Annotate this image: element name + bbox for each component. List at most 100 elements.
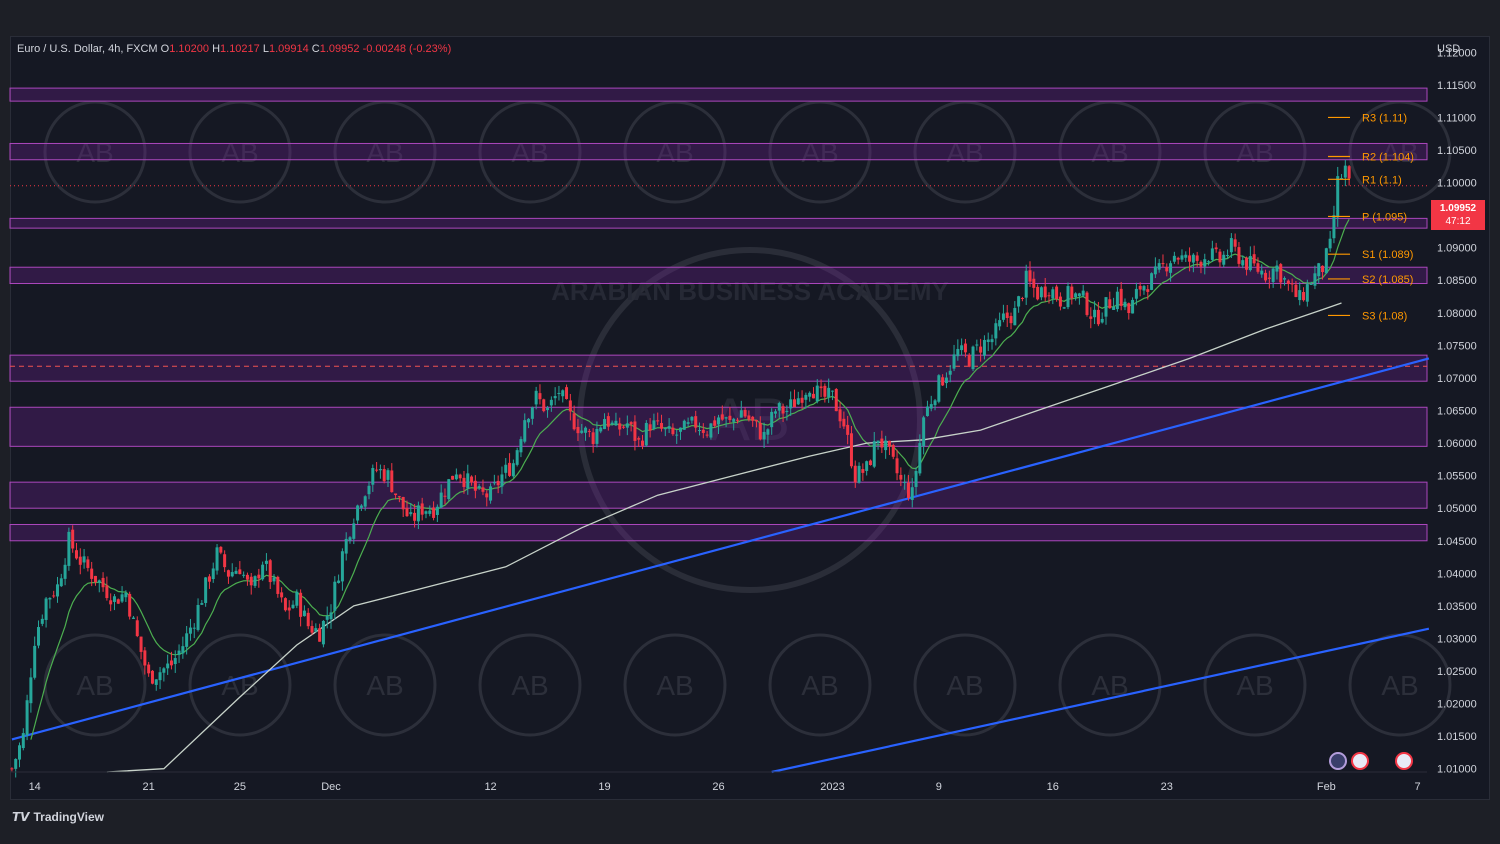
candle-body bbox=[1313, 273, 1317, 286]
resistance-zone bbox=[9, 481, 1428, 509]
candle-body bbox=[458, 474, 462, 479]
candle-body bbox=[754, 420, 758, 422]
candle-body bbox=[952, 354, 956, 369]
candle-body bbox=[215, 547, 219, 571]
candle-body bbox=[1283, 278, 1287, 280]
candle-body bbox=[55, 584, 59, 597]
candle-body bbox=[698, 430, 702, 432]
watermark-seal bbox=[188, 633, 292, 737]
event-flag-us-icon-2[interactable] bbox=[1395, 752, 1413, 770]
price-axis[interactable]: 1.120001.115001.110001.105001.100001.095… bbox=[1437, 47, 1477, 775]
low-value: 1.09914 bbox=[268, 43, 309, 55]
candle-body bbox=[876, 440, 880, 444]
candle-body bbox=[67, 531, 71, 566]
candle-body bbox=[1161, 263, 1165, 265]
candle-body bbox=[337, 580, 341, 583]
bar-countdown: 47:12 bbox=[1445, 216, 1471, 227]
price-tick-label: 1.07500 bbox=[1437, 340, 1477, 352]
candle-body bbox=[59, 578, 63, 587]
candle-body bbox=[587, 430, 591, 432]
candle-body bbox=[375, 469, 379, 471]
candles bbox=[10, 159, 1351, 778]
event-globe-icon[interactable] bbox=[1329, 752, 1347, 770]
candle-body bbox=[489, 486, 493, 501]
time-tick-label: 19 bbox=[598, 781, 610, 793]
watermark-seal-mark: AB bbox=[1381, 137, 1418, 168]
candle-body bbox=[819, 386, 823, 389]
candle-body bbox=[1229, 238, 1233, 253]
watermark-seal-mark: AB bbox=[946, 137, 983, 168]
candle-body bbox=[131, 617, 135, 619]
candle-body bbox=[747, 415, 751, 420]
candle-body bbox=[1226, 255, 1230, 257]
candle-body bbox=[139, 636, 143, 652]
candle-body bbox=[827, 387, 831, 398]
candle-body bbox=[880, 438, 884, 448]
tv-logo-icon: 𝙏𝙑 bbox=[12, 810, 30, 824]
candle-body bbox=[150, 670, 154, 684]
trendline-upper bbox=[11, 357, 1430, 741]
candle-body bbox=[933, 400, 937, 406]
watermark-seal bbox=[623, 633, 727, 737]
candle-body bbox=[185, 633, 189, 647]
candle-body bbox=[120, 594, 124, 602]
candle-body bbox=[264, 560, 268, 564]
candle-body bbox=[910, 487, 914, 500]
candle-body bbox=[29, 677, 33, 704]
trendlines[interactable] bbox=[11, 357, 1430, 774]
candle-body bbox=[154, 679, 158, 685]
candle-body bbox=[1214, 247, 1218, 250]
watermark-seal-mark: AB bbox=[801, 137, 838, 168]
last-price-badge: 1.09952 47:12 bbox=[1431, 200, 1485, 230]
watermark-seal bbox=[768, 633, 872, 737]
candle-body bbox=[321, 620, 325, 645]
candle-body bbox=[1245, 257, 1249, 270]
candle-body bbox=[823, 385, 827, 397]
candle-body bbox=[1317, 263, 1321, 277]
candle-body bbox=[485, 493, 489, 498]
candle-body bbox=[675, 434, 679, 436]
event-icons[interactable] bbox=[1329, 752, 1413, 770]
resistance-zones bbox=[9, 87, 1428, 542]
candle-body bbox=[420, 503, 424, 515]
candle-body bbox=[223, 554, 227, 568]
watermark-seal bbox=[333, 100, 437, 204]
candle-body bbox=[63, 564, 67, 579]
watermark-seal bbox=[1058, 100, 1162, 204]
candle-body bbox=[1081, 290, 1085, 296]
pivot-label: S1 (1.089) bbox=[1362, 249, 1413, 261]
candle-body bbox=[1108, 299, 1112, 309]
candle-body bbox=[1153, 266, 1157, 275]
candle-body bbox=[846, 424, 850, 435]
candle-body bbox=[1039, 287, 1043, 298]
price-tick-label: 1.09000 bbox=[1437, 243, 1477, 255]
candle-body bbox=[1180, 255, 1184, 260]
candle-body bbox=[272, 577, 276, 582]
watermark-main-text: ARABIAN BUSINESS ACADEMY bbox=[551, 276, 949, 306]
currency-label[interactable]: USD bbox=[1437, 43, 1461, 55]
watermark-seal bbox=[1058, 633, 1162, 737]
candle-body bbox=[348, 537, 352, 541]
candle-body bbox=[359, 505, 363, 508]
candle-body bbox=[1252, 254, 1256, 264]
event-flag-us-icon[interactable] bbox=[1351, 752, 1369, 770]
candle-body bbox=[1298, 290, 1302, 301]
candle-body bbox=[1191, 254, 1195, 263]
candle-body bbox=[717, 417, 720, 425]
last-price-value: 1.09952 bbox=[1439, 203, 1477, 214]
candle-body bbox=[1066, 286, 1070, 308]
candle-body bbox=[903, 481, 907, 483]
candle-body bbox=[1165, 267, 1169, 272]
candle-body bbox=[90, 568, 94, 579]
candle-body bbox=[918, 443, 922, 474]
time-axis[interactable]: 14 21 25 Dec 12 19 26 2023 9 16 23 Feb 7 bbox=[10, 771, 1427, 793]
candle-body bbox=[944, 377, 948, 384]
candle-body bbox=[576, 427, 580, 434]
candle-body bbox=[188, 627, 192, 634]
candle-body bbox=[781, 406, 785, 414]
symbol-legend[interactable]: Euro / U.S. Dollar, 4h, FXCM O1.10200 H1… bbox=[17, 43, 451, 55]
candle-body bbox=[1302, 292, 1306, 301]
candle-body bbox=[378, 469, 382, 471]
tradingview-logo[interactable]: 𝙏𝙑 TradingView bbox=[12, 810, 104, 824]
